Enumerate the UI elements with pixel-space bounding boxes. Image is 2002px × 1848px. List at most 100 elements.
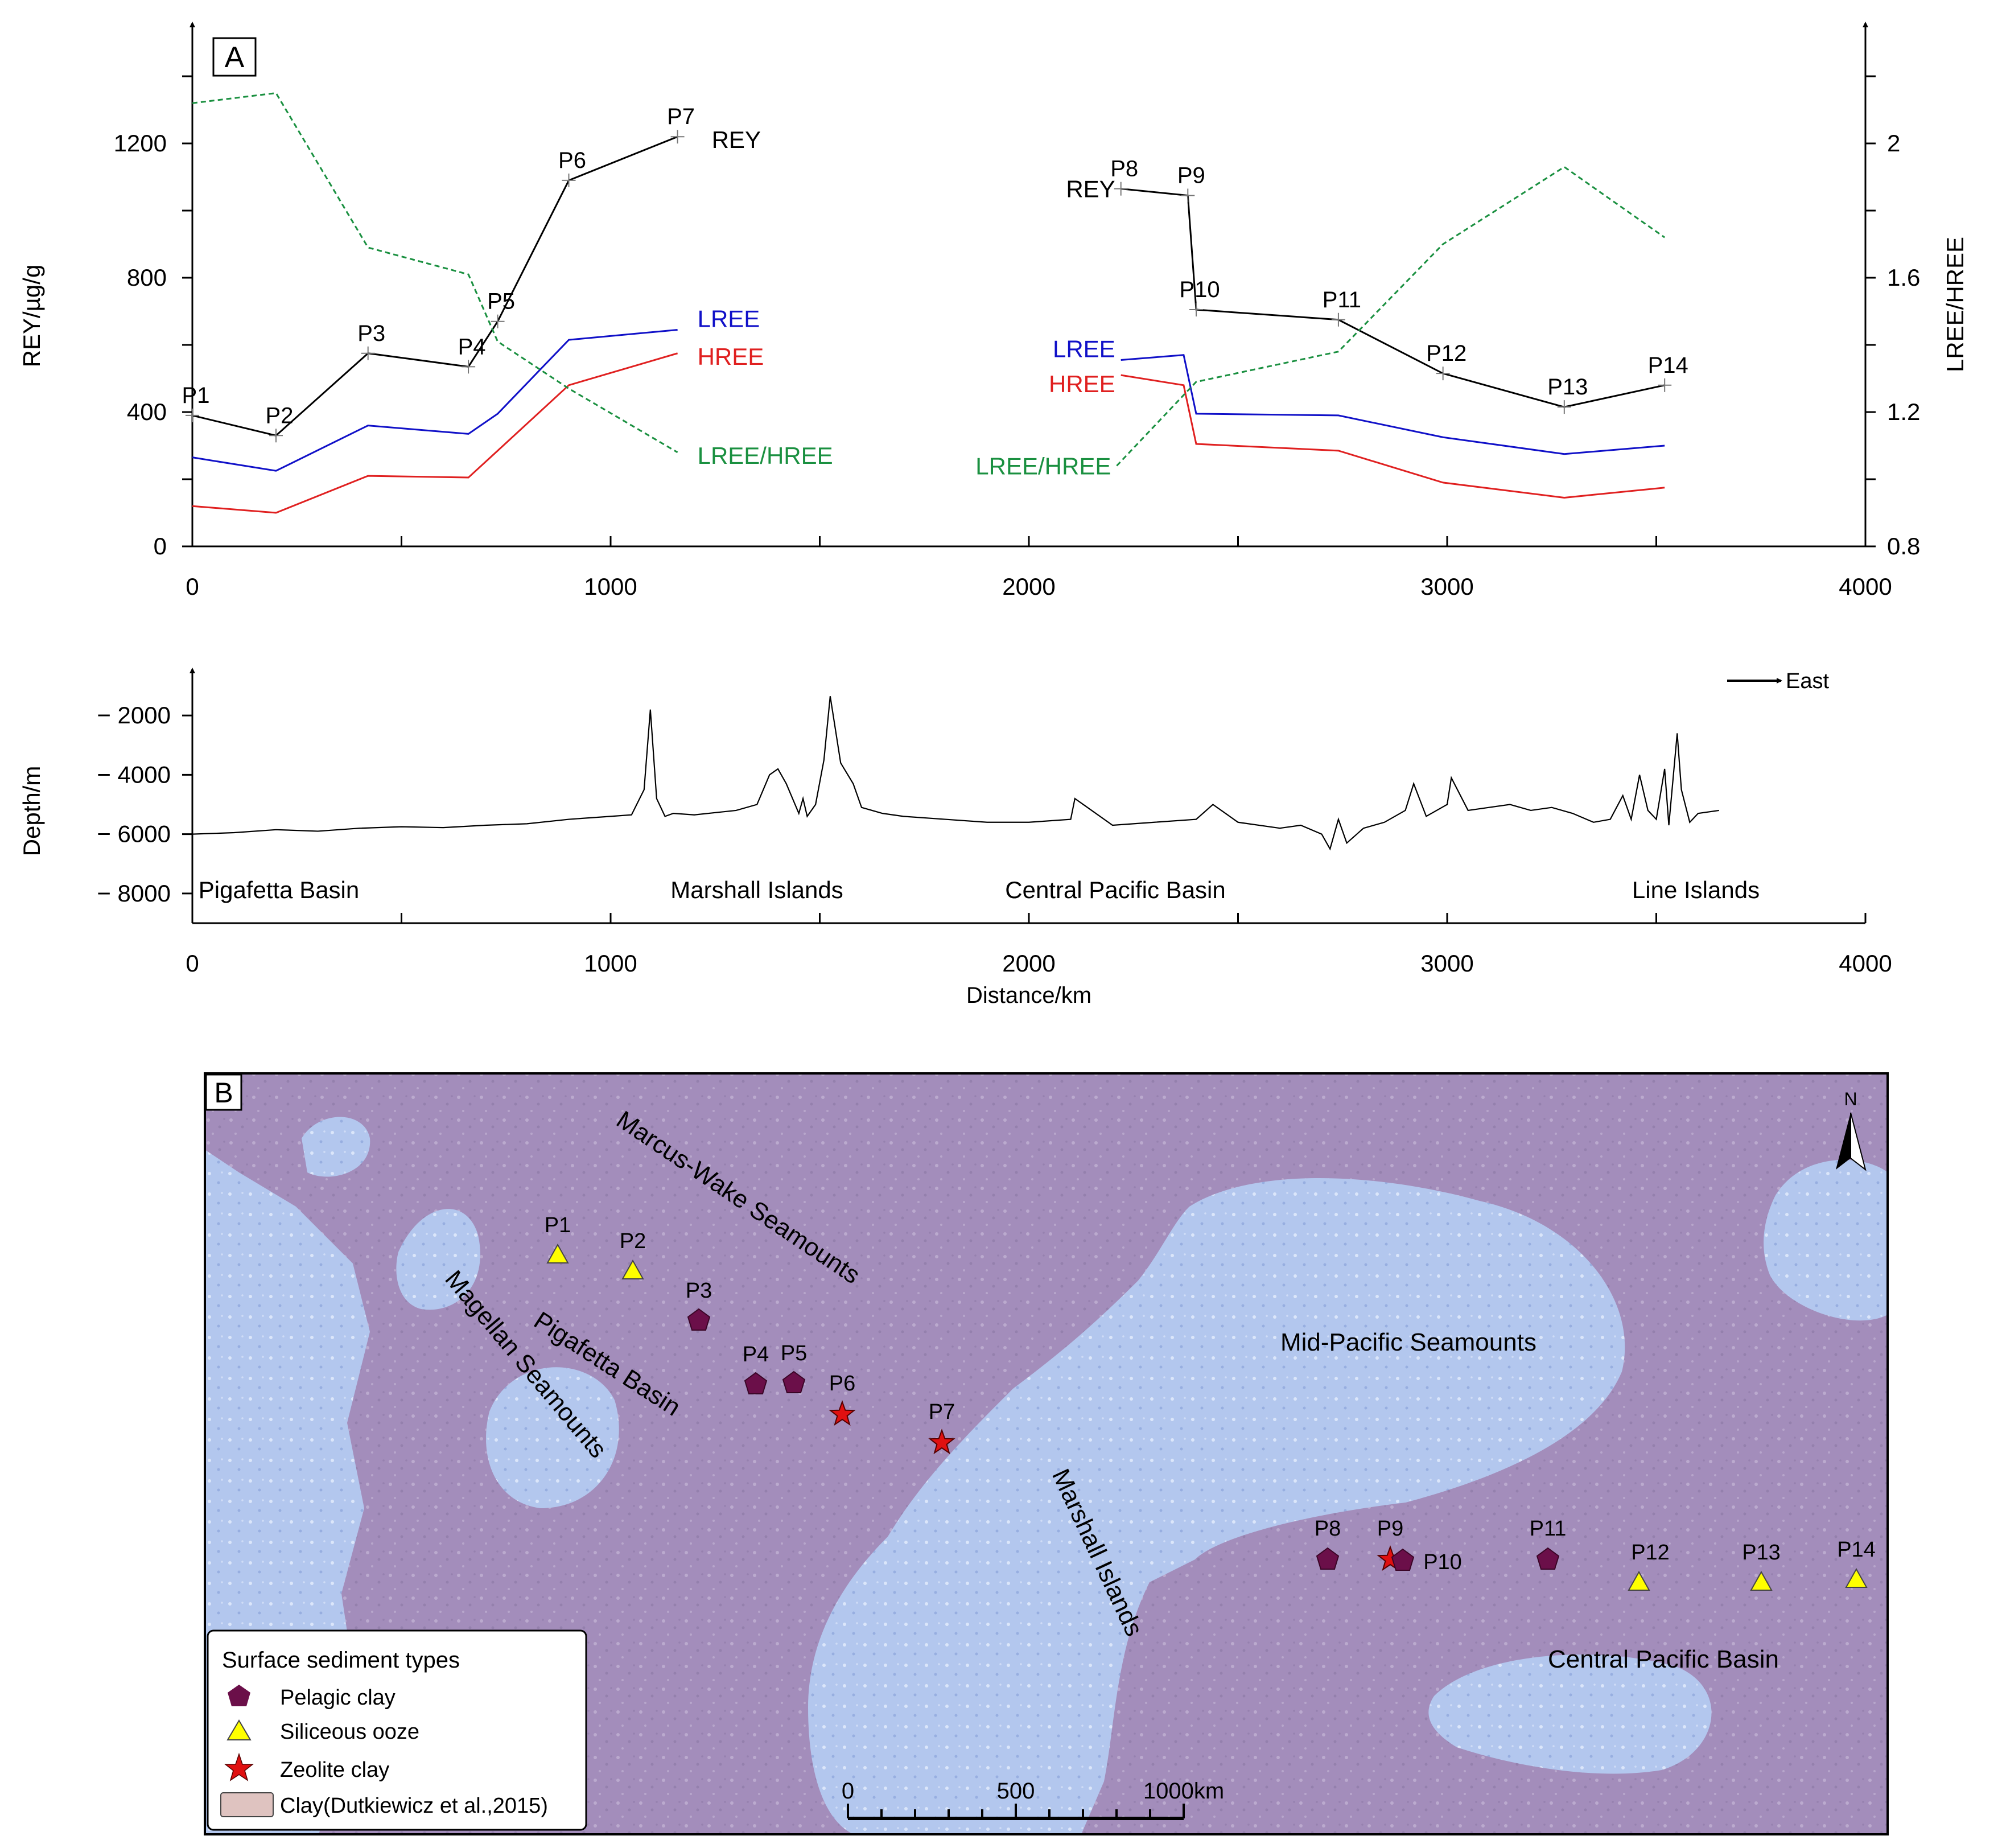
siliceous-ooze-marker-icon [621,1259,644,1279]
north-arrow-left [1836,1113,1851,1170]
series-line-hree [192,352,678,514]
scale-bar-ticks [847,1804,1185,1818]
depth-x-tick-label: 3000 [1420,950,1473,977]
depth-x-tick-label: 4000 [1839,950,1892,977]
legend-clay: Clay(Dutkiewicz et al.,2015) [280,1794,548,1818]
station-markers: P1 P2 P3 P4 P5 P6 P7 P8 P9 P10 P11 P12 P13 P14 [545,1213,1876,1591]
point-label: P4 [458,334,486,359]
station-label: P1 [545,1213,571,1237]
scale-bar: 0 500 1000km [842,1779,1224,1820]
series-name-label: LREE [698,305,760,332]
depth-y-tick-label: − 2000 [97,702,171,729]
station-label: P7 [929,1400,955,1424]
y-axis-right-label: LREE/HREE [1942,237,1968,372]
x-tick-label: 2000 [1002,573,1055,600]
zeolite-clay-marker-icon [928,1429,955,1455]
y-tick-label-right: 1.2 [1887,398,1920,425]
pelagic-clay-marker-icon [782,1370,806,1393]
series-line-hree [1121,374,1665,499]
series-name-label: REY [1066,176,1115,203]
series-name-label: LREE/HREE [698,442,833,469]
legend-clay-swatch [220,1792,274,1817]
north-arrow-right [1850,1112,1867,1171]
station-label: P3 [686,1279,712,1303]
point-label: P2 [266,403,294,428]
x-tick-label: 0 [186,573,199,600]
scale-label-1000: 1000km [1143,1779,1224,1804]
legend-pelagic: Pelagic clay [280,1686,396,1710]
point-label: P5 [487,289,515,314]
point-label: P8 [1110,157,1138,182]
basin-annotation: Marshall Islands [670,876,843,903]
legend-triangle-icon [226,1719,252,1740]
depth-y-tick-label: − 4000 [97,761,171,788]
y-tick-label-right: 0.8 [1887,533,1920,559]
station-label: P5 [781,1341,807,1365]
rey-plot-area: 0 1000 2000 3000 4000 0 400 800 1200 0.8 1.2 1.6 2 P1… [114,22,1920,600]
depth-y-tick-label: − 8000 [97,880,171,907]
series-name-label: HREE [698,343,764,370]
y-tick-label-left: 0 [154,533,167,559]
station-label: P9 [1377,1517,1403,1541]
point-label: P6 [558,148,586,173]
y-tick-label-left: 1200 [114,130,167,157]
station-label: P4 [743,1343,769,1367]
legend-zeolite: Zeolite clay [280,1758,389,1782]
series-line-rey [192,135,678,437]
siliceous-ooze-marker-icon [1628,1570,1650,1591]
scale-label-500: 500 [997,1779,1035,1804]
series-name-label: HREE [1049,371,1115,397]
x-tick-label: 1000 [584,573,637,600]
mid-pacific-label: Mid-Pacific Seamounts [1280,1328,1536,1356]
series-line-lree [1121,354,1665,455]
pelagic-clay-marker-icon [1316,1547,1340,1570]
pelagic-clay-marker-icon [1391,1548,1415,1571]
station-label: P13 [1742,1541,1781,1565]
legend-star-icon [224,1752,254,1781]
point-label: P14 [1648,353,1688,378]
panel-a-label-box [212,37,257,77]
point-label: P7 [667,104,695,129]
depth-x-axis-label: Distance/km [966,983,1091,1008]
depth-plot-area: 0 1000 2000 3000 4000 Distance/km − 2000 − 4000… [97,668,1892,1008]
legend-pentagon-icon [228,1685,250,1706]
legend-box [207,1629,587,1831]
depth-y-tick-label: − 6000 [97,821,171,847]
pelagic-clay-marker-icon [744,1372,768,1394]
central-pacific-label: Central Pacific Basin [1548,1645,1779,1673]
depth-x-tick-label: 2000 [1002,950,1055,977]
series-name-label: LREE [1053,336,1115,363]
series-name-label: REY [712,126,761,153]
scale-label-0: 0 [842,1779,854,1804]
series-line-lree [192,328,678,472]
siliceous-ooze-marker-icon [1750,1570,1773,1591]
legend: Surface sediment types Pelagic clay Sili… [207,1629,587,1831]
station-label: P12 [1631,1541,1670,1565]
east-patch [1764,1159,1888,1321]
station-label: P10 [1423,1550,1462,1574]
siliceous-ooze-marker-icon [1845,1567,1868,1588]
station-label: P2 [620,1229,646,1253]
south-central-patch [1428,1654,1712,1774]
point-label: P1 [182,383,210,408]
y-tick-label-left: 800 [127,264,167,291]
panel-b-label-box [205,1073,242,1111]
depth-axis-label: Depth/m [18,766,45,857]
magellan-island-area [396,1209,480,1310]
map-frame [204,1072,1889,1835]
pelagic-clay-marker-icon [1536,1547,1560,1570]
series-name-label: LREE/HREE [975,452,1111,479]
station-label: P8 [1315,1517,1341,1541]
point-label: P11 [1323,287,1361,312]
series-line-lree-hree [1116,166,1666,467]
north-arrow-icon: N [1836,1089,1867,1171]
panel-b-label: B [214,1077,233,1109]
zeolite-clay-marker-icon [829,1400,856,1426]
legend-title: Surface sediment types [222,1648,460,1673]
legend-siliceous: Siliceous ooze [280,1720,419,1744]
depth-profile-chart: 0 1000 2000 3000 4000 Distance/km − 2000 − 4000… [18,668,1892,1008]
magellan-basin-patch [486,1367,619,1508]
pelagic-clay-marker-icon [687,1308,711,1331]
panel-a-label: A [225,41,245,74]
